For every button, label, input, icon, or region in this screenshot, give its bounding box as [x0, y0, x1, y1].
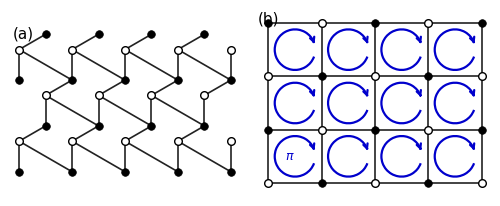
Text: (a): (a)	[12, 27, 34, 42]
Text: π: π	[285, 150, 292, 163]
Text: (b): (b)	[258, 12, 279, 27]
